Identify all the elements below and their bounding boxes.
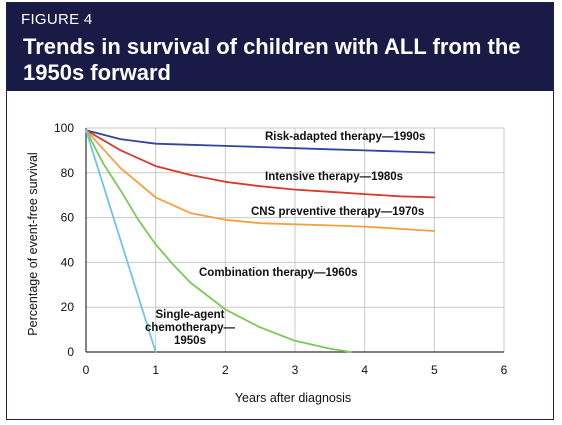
series-line-2 <box>85 129 436 199</box>
series-label-3: CNS preventive therapy—1970s <box>251 206 424 218</box>
series-label-2: Intensive therapy—1980s <box>265 171 403 183</box>
x-axis-title: Years after diagnosis <box>235 391 351 405</box>
series-label-5-line-3: 1950s <box>174 335 206 347</box>
x-tick-label: 6 <box>501 363 508 377</box>
x-tick-label: 0 <box>83 363 90 377</box>
y-tick-label: 60 <box>61 211 75 225</box>
figure-frame: FIGURE 4 Trends in survival of children … <box>6 2 554 420</box>
x-tick-label: 4 <box>361 363 368 377</box>
y-tick-label: 80 <box>61 166 75 180</box>
figure-header: FIGURE 4 Trends in survival of children … <box>7 3 553 91</box>
series-label-1: Risk-adapted therapy—1990s <box>265 131 425 143</box>
y-axis-title: Percentage of event-free survival <box>26 152 40 335</box>
x-tick-label: 5 <box>431 363 438 377</box>
y-tick-label: 100 <box>54 121 74 135</box>
y-tick-label: 40 <box>61 255 75 269</box>
series-line-4 <box>85 129 352 353</box>
series-line-3 <box>85 129 436 232</box>
x-tick-label: 2 <box>222 363 229 377</box>
figure-label: FIGURE 4 <box>21 11 93 28</box>
series-label-5-line-1: Single-agent <box>155 309 224 321</box>
series-line-1 <box>85 129 436 154</box>
y-tick-label: 20 <box>61 300 75 314</box>
x-tick-label: 1 <box>152 363 159 377</box>
series-label-5-line-2: chemotherapy— <box>145 322 236 334</box>
x-tick-label: 3 <box>292 363 299 377</box>
chart-title: Trends in survival of children with ALL … <box>23 34 521 85</box>
series-label-4: Combination therapy—1960s <box>199 267 357 279</box>
y-tick-label: 0 <box>67 345 74 359</box>
series-line-5 <box>85 129 157 353</box>
